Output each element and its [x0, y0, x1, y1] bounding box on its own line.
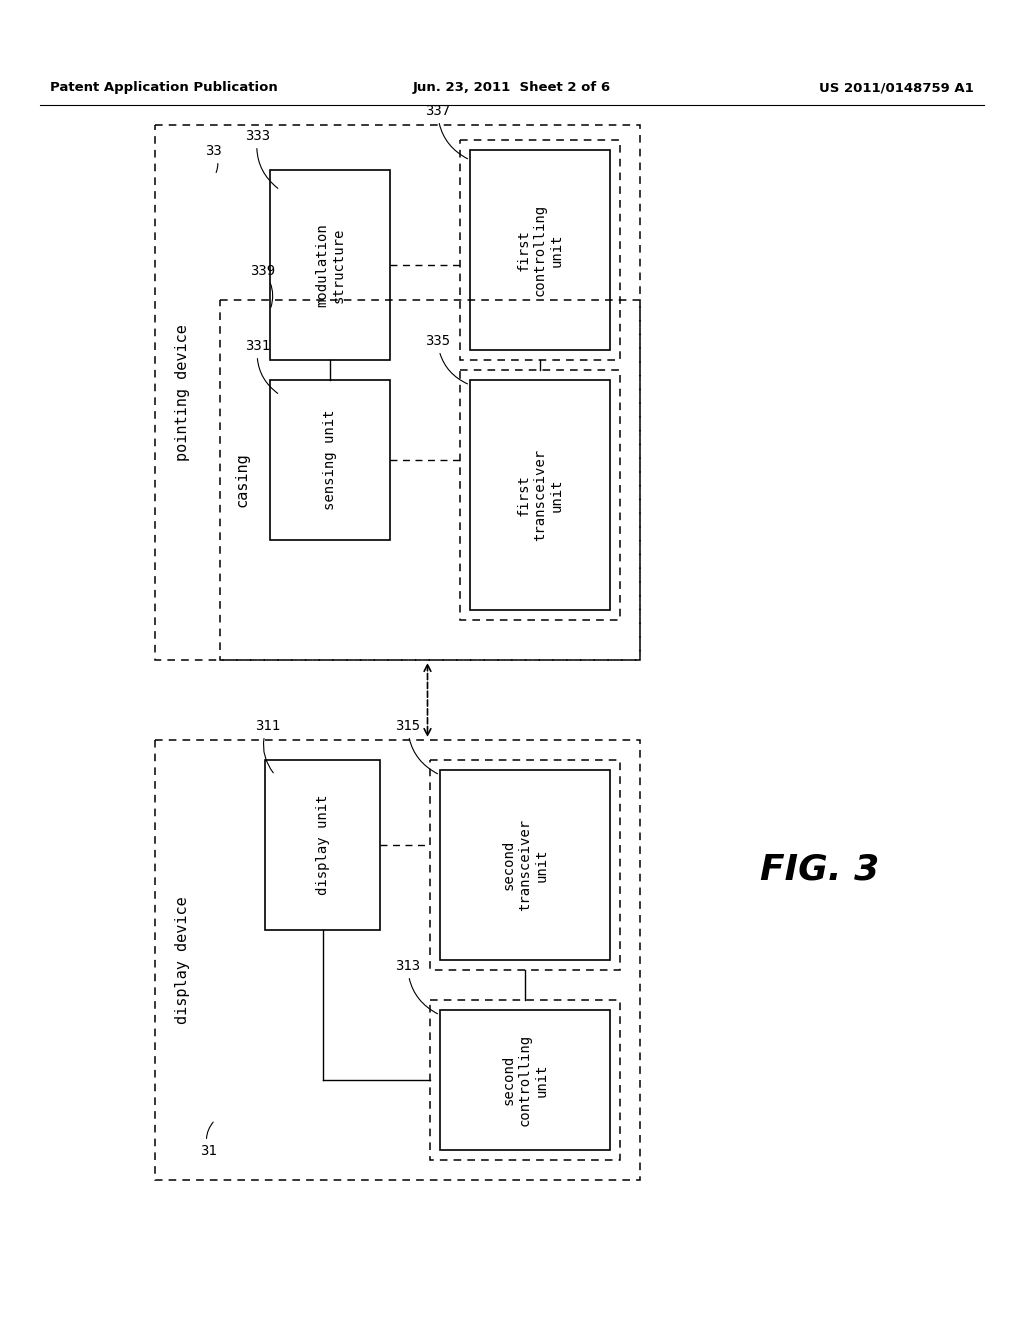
Bar: [460, 370, 620, 620]
Bar: [155, 125, 640, 660]
Text: Jun. 23, 2011  Sheet 2 of 6: Jun. 23, 2011 Sheet 2 of 6: [413, 82, 611, 95]
Text: casing: casing: [234, 453, 250, 507]
Text: 331: 331: [245, 339, 278, 393]
Text: 31: 31: [200, 1122, 217, 1158]
Text: second
transceiver
unit: second transceiver unit: [502, 818, 548, 911]
Text: Patent Application Publication: Patent Application Publication: [50, 82, 278, 95]
Bar: [440, 770, 610, 960]
Bar: [270, 380, 390, 540]
Bar: [265, 760, 380, 931]
Bar: [470, 380, 610, 610]
Text: first
controlling
unit: first controlling unit: [517, 203, 563, 296]
Bar: [470, 150, 610, 350]
Text: display unit: display unit: [315, 795, 330, 895]
Bar: [430, 760, 620, 970]
Text: sensing unit: sensing unit: [323, 409, 337, 511]
Text: FIG. 3: FIG. 3: [761, 853, 880, 887]
Text: second
controlling
unit: second controlling unit: [502, 1034, 548, 1126]
Text: 315: 315: [395, 719, 437, 774]
Text: 33: 33: [205, 144, 222, 173]
Bar: [155, 741, 640, 1180]
Text: 339: 339: [250, 264, 275, 308]
Text: pointing device: pointing device: [175, 325, 190, 461]
Bar: [440, 1010, 610, 1150]
Text: first
transceiver
unit: first transceiver unit: [517, 449, 563, 541]
Text: 311: 311: [255, 719, 281, 772]
Text: 335: 335: [425, 334, 468, 384]
Bar: [460, 140, 620, 360]
Bar: [220, 300, 640, 660]
Text: US 2011/0148759 A1: US 2011/0148759 A1: [819, 82, 974, 95]
Text: 337: 337: [425, 104, 468, 158]
Text: 333: 333: [245, 129, 278, 189]
Text: modulation
structure: modulation structure: [315, 223, 345, 306]
Bar: [430, 1001, 620, 1160]
Text: display device: display device: [175, 896, 190, 1024]
Text: 313: 313: [395, 960, 437, 1014]
Bar: [270, 170, 390, 360]
